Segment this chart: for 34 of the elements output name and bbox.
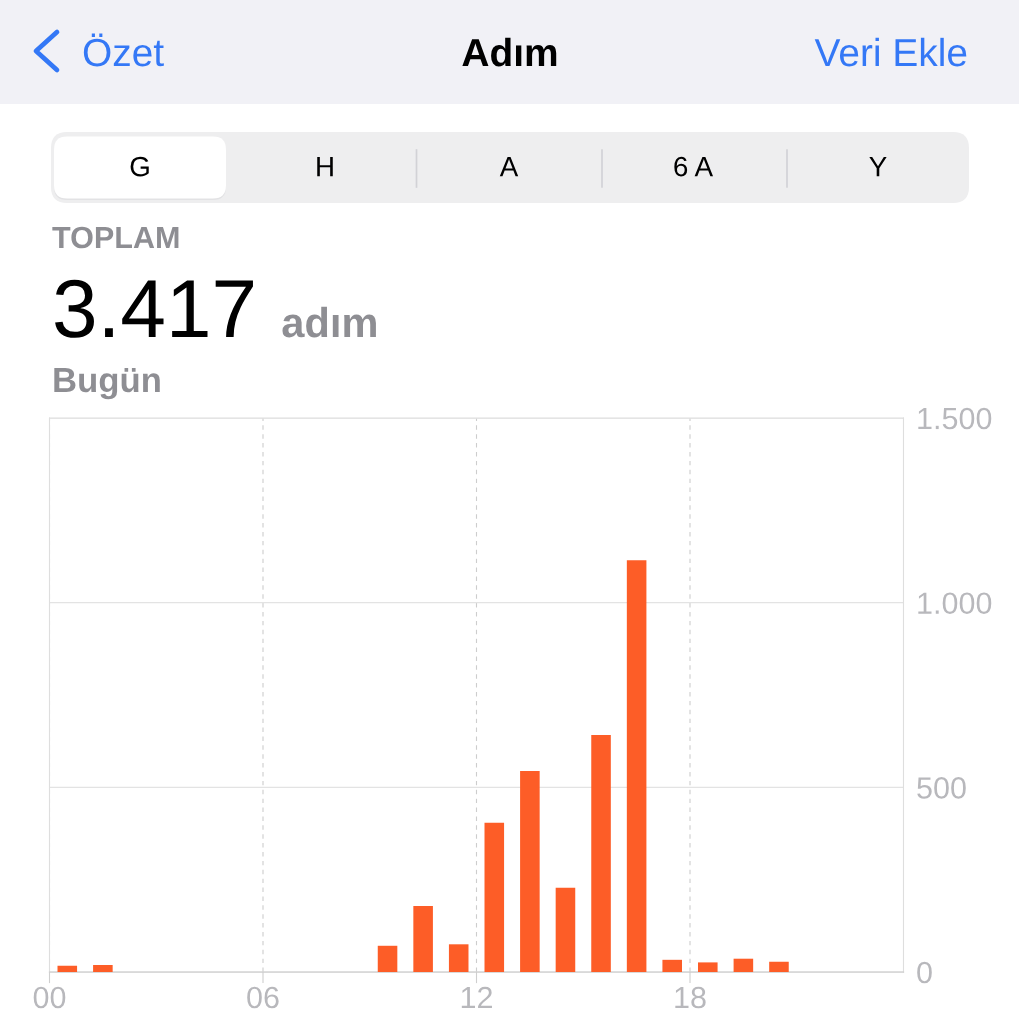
y-tick-label: 1.000 bbox=[918, 592, 992, 615]
text: 6 A bbox=[674, 156, 714, 177]
bar bbox=[591, 734, 611, 972]
bar bbox=[484, 822, 505, 972]
bar bbox=[448, 944, 469, 972]
bar bbox=[377, 945, 398, 972]
bar bbox=[769, 961, 789, 972]
text: Veri Ekle bbox=[814, 37, 967, 67]
bar bbox=[733, 958, 754, 972]
text: A bbox=[499, 157, 519, 177]
text: H bbox=[317, 157, 333, 177]
text: 3.417 bbox=[55, 279, 253, 338]
chart-title: Adım bbox=[462, 37, 557, 67]
text: G bbox=[130, 156, 149, 177]
y-tick-label: 500 bbox=[917, 777, 966, 799]
text: Özet bbox=[83, 33, 164, 67]
x-tick-label: 06 bbox=[247, 986, 279, 1009]
text: adım bbox=[282, 306, 376, 338]
y-tick-label: 1.500 bbox=[918, 407, 992, 430]
bar bbox=[555, 887, 576, 972]
bar bbox=[57, 965, 78, 972]
bar bbox=[698, 962, 718, 972]
y-tick-label: 0 bbox=[917, 961, 932, 984]
text: TOPLAM bbox=[52, 226, 179, 249]
bar bbox=[413, 905, 433, 972]
bar bbox=[662, 959, 682, 972]
x-tick-label: 00 bbox=[33, 986, 66, 1009]
bar bbox=[520, 771, 540, 972]
x-tick-label: 12 bbox=[461, 986, 492, 1009]
x-tick-label: 18 bbox=[675, 986, 706, 1009]
text: Bugün bbox=[54, 367, 160, 400]
bar bbox=[626, 560, 647, 972]
text: Y bbox=[869, 157, 887, 177]
bar bbox=[93, 964, 113, 972]
